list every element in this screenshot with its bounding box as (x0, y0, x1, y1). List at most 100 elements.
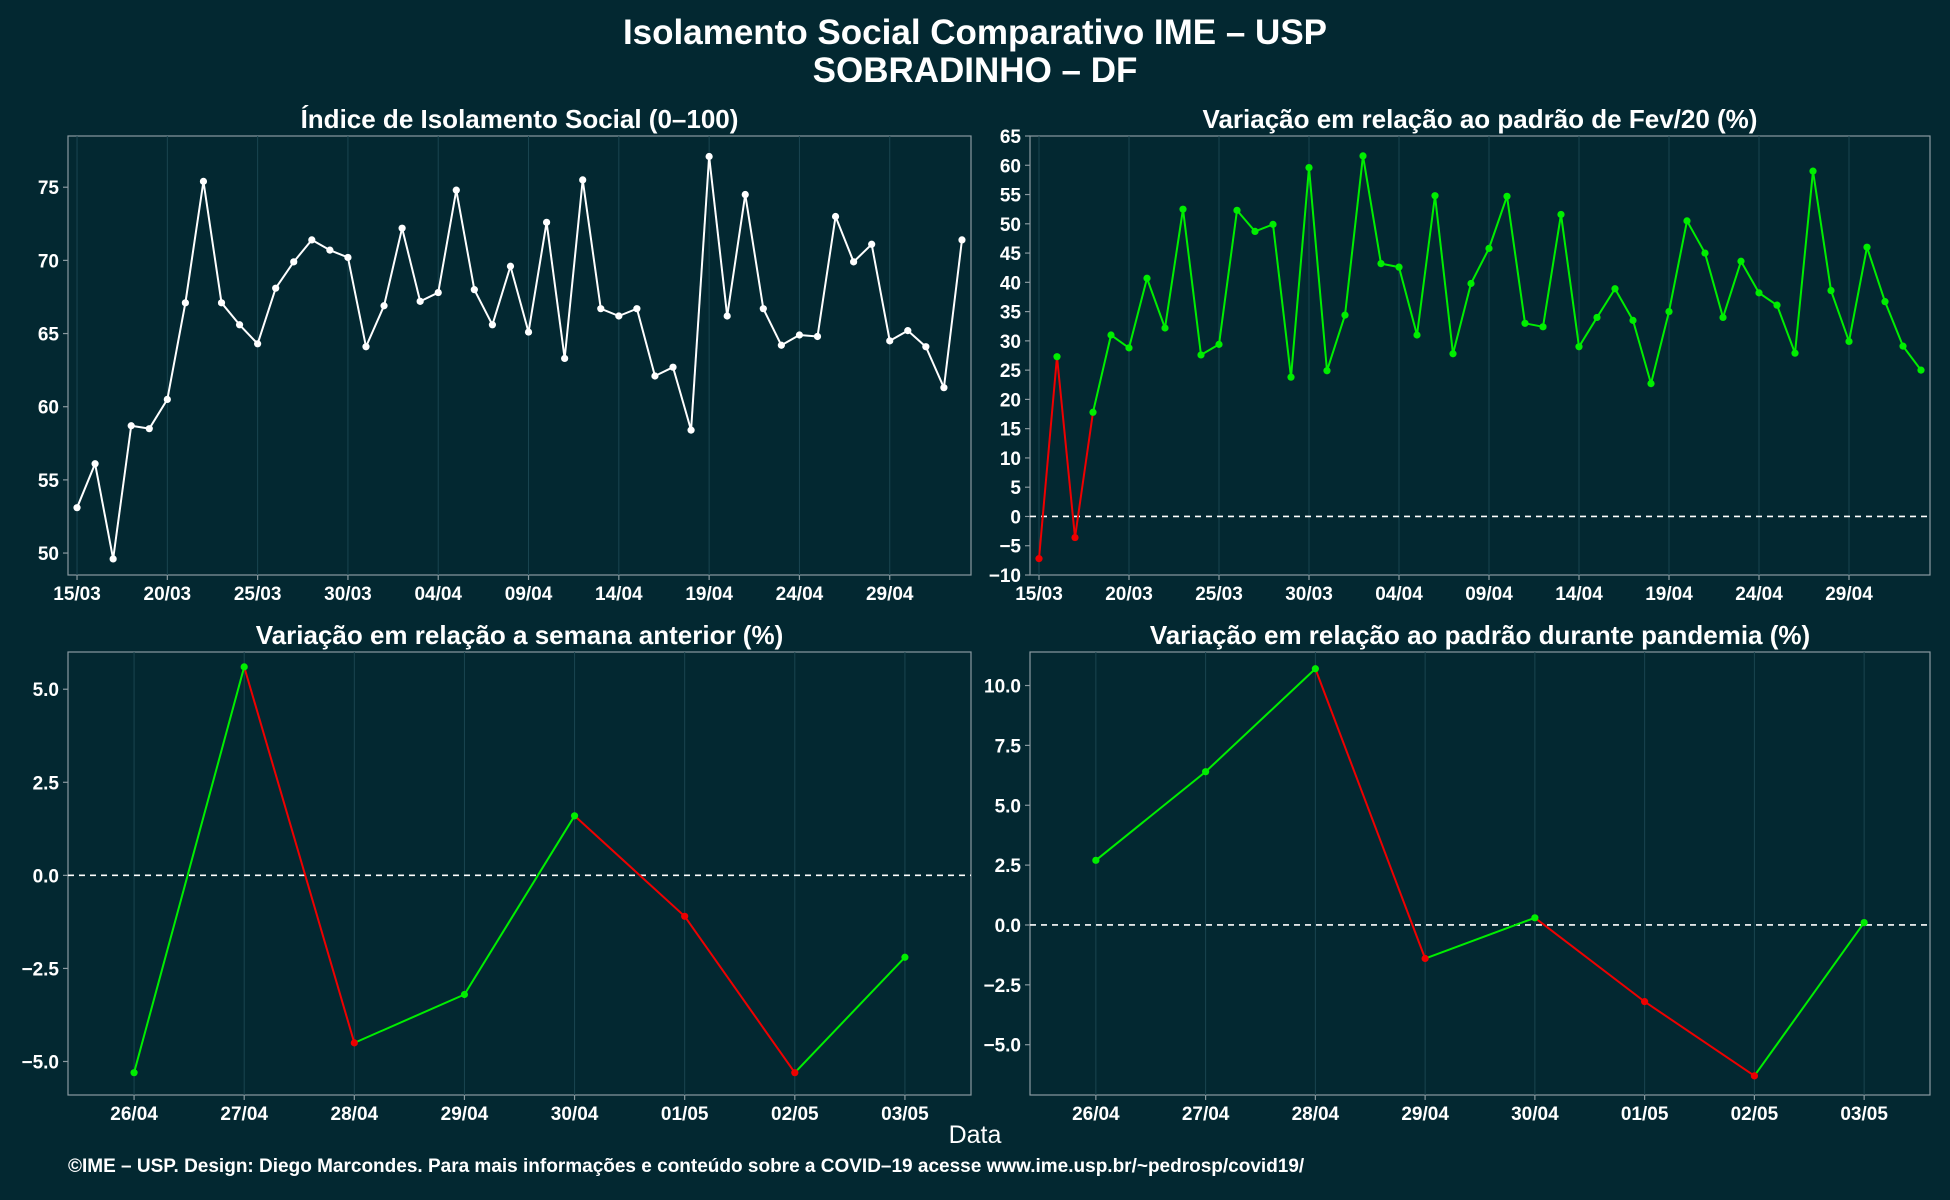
series-segment (166, 302, 187, 400)
x-tick-label: 26/04 (110, 1104, 158, 1125)
series-segment (1830, 290, 1850, 342)
data-point (1899, 342, 1907, 350)
x-tick-label: 25/03 (1195, 584, 1243, 605)
series-segment (383, 227, 404, 306)
x-tick-label: 30/03 (324, 584, 372, 605)
data-point (1311, 665, 1319, 673)
x-tick-label: 09/04 (505, 584, 553, 605)
data-point (163, 395, 171, 403)
series-segment (942, 239, 963, 388)
x-tick-label: 03/05 (1840, 1104, 1888, 1125)
data-point (1539, 323, 1547, 331)
x-tick-label: 29/04 (866, 584, 914, 605)
main-subtitle: SOBRADINHO – DF (812, 51, 1138, 90)
data-point (705, 152, 713, 161)
main-title: Isolamento Social Comparativo IME – USP (622, 13, 1328, 52)
series-segment (1794, 171, 1814, 354)
series-segment (1812, 170, 1832, 291)
data-point (460, 990, 469, 999)
panel-frame (1029, 135, 1931, 576)
series-segment (1362, 155, 1382, 264)
series-segment (1506, 196, 1526, 324)
data-point (326, 246, 334, 254)
x-tick-label: 27/04 (1182, 1104, 1230, 1125)
x-tick-label: 30/04 (1511, 1104, 1559, 1125)
series-segment (1488, 195, 1508, 249)
y-tick-label: 70 (38, 251, 59, 272)
data-point (850, 258, 858, 266)
x-tick-label: 24/04 (776, 584, 824, 605)
y-tick-label: 10.0 (984, 677, 1021, 698)
data-point (470, 286, 478, 294)
footer-caption: ©IME – USP. Design: Diego Marcondes. Par… (68, 1156, 1305, 1177)
data-point (1750, 1072, 1758, 1080)
data-point (1359, 152, 1367, 160)
data-point (723, 312, 731, 320)
series-segment (1542, 214, 1562, 327)
series-segment (1668, 220, 1688, 312)
series-segment (1596, 288, 1616, 318)
x-tick-label: 04/04 (414, 584, 462, 605)
series-segment (545, 222, 566, 359)
series-segment (1204, 668, 1317, 773)
data-point (669, 363, 677, 371)
y-tick-label: 50 (1000, 215, 1021, 236)
chart-panel-4: Variação em relação ao padrão durante pa… (983, 620, 1931, 1125)
data-point (1773, 301, 1781, 309)
data-point (1071, 533, 1079, 542)
series-segment (1644, 1000, 1755, 1077)
series-segment (1314, 668, 1427, 959)
data-point (1719, 313, 1727, 322)
y-tick-label: 65 (1000, 127, 1022, 148)
panel-title: Variação em relação ao padrão de Fev/20 … (1203, 104, 1758, 134)
series-segment (1686, 220, 1706, 254)
data-point (681, 912, 689, 920)
series-segment (1424, 916, 1536, 960)
data-point (1092, 856, 1100, 864)
x-tick-label: 28/04 (331, 1104, 379, 1125)
x-tick-label: 26/04 (1072, 1104, 1120, 1125)
y-tick-label: −5 (999, 537, 1021, 558)
x-tick-label: 29/04 (441, 1104, 489, 1125)
series-segment (1398, 266, 1418, 336)
y-tick-label: 2.5 (33, 773, 60, 794)
data-point (452, 186, 460, 194)
data-point (1251, 227, 1259, 236)
series-segment (870, 244, 891, 342)
y-tick-label: 10 (1000, 449, 1021, 470)
y-tick-label: 50 (38, 544, 59, 565)
data-point (1845, 337, 1853, 346)
data-point (1647, 379, 1655, 388)
data-point (1035, 555, 1043, 563)
data-point (687, 426, 695, 434)
series-segment (1326, 314, 1346, 372)
chart-panel-2: Variação em relação ao padrão de Fev/20 … (989, 104, 1931, 605)
data-point (217, 299, 226, 307)
series-segment (184, 181, 205, 303)
x-tick-label: 29/04 (1825, 584, 1873, 605)
data-point (795, 331, 804, 339)
x-tick-label: 14/04 (595, 584, 643, 605)
series-segment (1578, 316, 1598, 348)
data-point (1107, 331, 1115, 339)
x-tick-label: 19/04 (1645, 584, 1693, 605)
series-segment (683, 915, 796, 1074)
data-point (1377, 260, 1385, 268)
series-segment (463, 815, 576, 996)
series-segment (1182, 209, 1202, 356)
series-segment (1534, 917, 1646, 1003)
series-segment (1434, 195, 1454, 354)
series-segment (1056, 356, 1076, 538)
data-point (542, 218, 551, 226)
y-tick-label: 20 (1000, 390, 1021, 411)
data-point (127, 422, 135, 430)
data-point (1125, 344, 1133, 352)
data-point (1287, 373, 1295, 381)
x-axis-label: Data (948, 1121, 1002, 1149)
series-segment (401, 227, 422, 302)
series-segment (455, 189, 476, 290)
data-point (1860, 918, 1868, 927)
data-point (886, 337, 894, 345)
data-point (380, 302, 388, 310)
series-segment (1164, 209, 1184, 329)
